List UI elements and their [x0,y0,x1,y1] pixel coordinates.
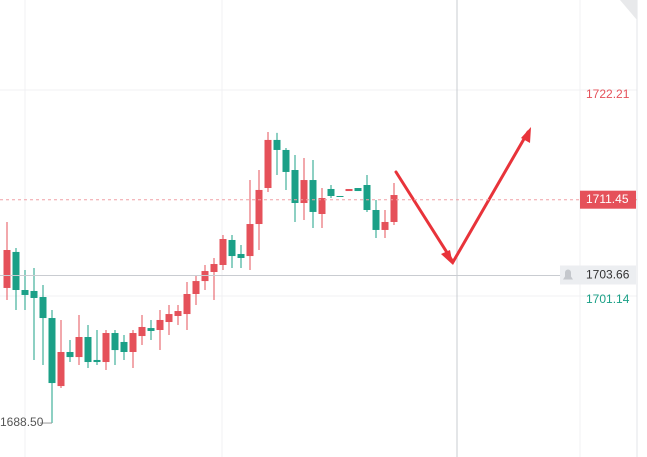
candle-body [12,251,20,291]
candle-body [30,290,38,298]
candle-body [372,210,380,230]
candle-body [174,311,182,316]
candle-body [291,170,299,204]
candle-body [192,281,200,294]
candles [3,131,398,424]
candle-body [354,188,362,192]
candle-body [120,341,128,352]
candle-body [102,333,110,363]
candle-body [183,293,191,315]
candle-body [111,333,119,351]
candle-body [228,239,236,257]
last-price-label: 1711.45 [586,192,629,206]
candle-body [390,195,398,222]
last-price-box [580,190,636,209]
candle-body [138,326,146,337]
candle-body [282,149,290,172]
candle-body [75,337,83,358]
candle-body [66,351,74,358]
candle-body [210,264,218,273]
arrow [394,130,530,265]
candle-body [327,188,335,196]
candle-body [156,319,164,331]
candle-body [237,253,245,258]
candle-body [201,271,209,282]
candle-body [255,189,263,225]
candle-body [57,351,65,387]
candle-body [345,188,353,192]
candle-body [129,333,137,352]
candle-body [318,198,326,214]
candle-body [336,195,344,197]
candle-body [147,328,155,331]
candle-body [264,139,272,189]
crosshair-price-box [560,265,636,285]
candle-body [246,224,254,257]
crosshair-price-label: 1703.66 [586,268,630,282]
candle-body [273,139,281,150]
arrow-head [521,127,531,143]
low-price-label: 1701.14 [586,292,630,306]
candle-body [84,337,92,363]
arrow-line [394,130,530,265]
candle-body [21,290,29,295]
candle-body [381,221,389,230]
corner [620,0,637,20]
candle-body [48,318,56,384]
candle-body [309,180,317,212]
min-price-label: 1688.50 [0,415,44,429]
candle-body [93,359,101,363]
candle-body [363,184,371,211]
candle-body [165,314,173,323]
high-price-label: 1722.21 [586,87,630,101]
arrow-head [441,250,453,265]
candle-body [39,297,47,319]
candle-body [300,180,308,204]
bell-icon [563,269,573,280]
candle-body [3,250,11,288]
candle-body [219,239,227,265]
